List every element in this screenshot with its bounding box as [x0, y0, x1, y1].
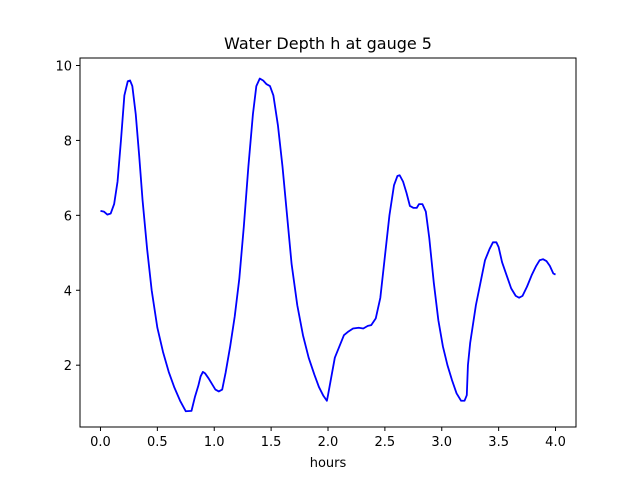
x-tick-label: 1.5: [261, 435, 282, 450]
axes-frame: [79, 57, 577, 428]
x-tick-label: 1.0: [204, 435, 225, 450]
series-line-0: [100, 77, 556, 413]
x-tick-label: 2.0: [318, 435, 339, 450]
x-tick-label: 0.5: [147, 435, 168, 450]
x-tick-label: 4.0: [545, 435, 566, 450]
x-tick-label: 2.5: [375, 435, 396, 450]
y-axis: 2 4 6 8 10: [55, 59, 80, 374]
y-tick-label: 6: [64, 209, 72, 224]
x-tick-label: 0.0: [90, 435, 111, 450]
x-tick-label: 3.0: [431, 435, 452, 450]
y-tick-label: 8: [64, 134, 72, 149]
y-tick-label: 4: [64, 284, 72, 299]
x-axis-label: hours: [310, 456, 347, 471]
y-tick-label: 2: [64, 359, 72, 374]
x-tick-label: 3.5: [488, 435, 509, 450]
y-tick-label: 10: [55, 59, 72, 74]
x-axis: 0.0 0.5 1.0 1.5 2.0 2.5 3.0 3.5 4.0: [90, 427, 566, 450]
chart-title: Water Depth h at gauge 5: [224, 34, 432, 53]
plot-area: [100, 77, 556, 413]
